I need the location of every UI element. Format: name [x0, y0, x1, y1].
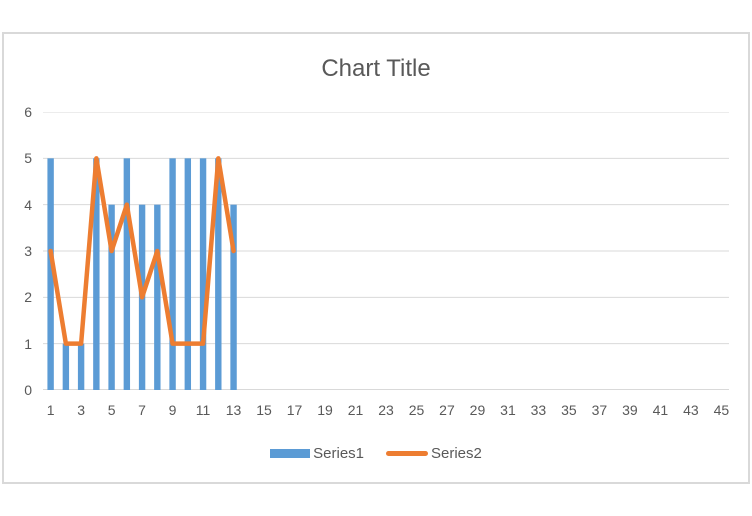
bar-series1 [93, 158, 100, 390]
legend: Series1 Series2 [4, 443, 748, 463]
bar-series1 [62, 343, 70, 390]
x-tick-label: 41 [652, 402, 669, 418]
x-tick-label: 25 [408, 402, 425, 418]
bar-series1 [47, 158, 54, 390]
bar-series1 [108, 204, 115, 390]
y-tick-label: 0 [24, 382, 32, 398]
y-tick-label: 6 [24, 104, 32, 120]
legend-item-series2[interactable]: Series2 [386, 445, 482, 462]
y-tick-label: 2 [24, 289, 32, 306]
x-tick-label: 3 [77, 402, 85, 418]
x-tick-label: 45 [713, 402, 730, 418]
bar-series1 [230, 204, 237, 390]
legend-item-series1[interactable]: Series1 [270, 445, 364, 462]
y-tick-label: 3 [24, 243, 32, 259]
chart-title[interactable]: Chart Title [321, 55, 431, 82]
x-tick-label: 7 [138, 402, 146, 418]
legend-label-series2: Series2 [431, 444, 482, 462]
x-tick-label: 31 [500, 402, 516, 418]
bar-series1 [123, 158, 131, 390]
line-series2 [48, 156, 236, 346]
bar-series1 [215, 158, 222, 390]
bar-series1 [199, 158, 207, 390]
x-tick-label: 33 [530, 402, 547, 418]
y-tick-label: 5 [24, 150, 32, 167]
x-tick-label: 29 [469, 402, 486, 418]
x-tick-label: 43 [683, 402, 699, 418]
x-tick-label: 35 [561, 402, 577, 418]
x-tick-label: 23 [378, 402, 394, 418]
series2-line-swatch-icon [386, 450, 428, 456]
plot-area [43, 112, 729, 390]
x-tick-label: 39 [622, 402, 638, 418]
x-tick-label: 15 [256, 402, 272, 418]
bar-series1 [77, 343, 85, 390]
y-tick-label: 4 [24, 196, 32, 213]
x-tick-label: 27 [439, 402, 455, 418]
x-tick-label: 1 [46, 402, 55, 418]
legend-label-series1: Series1 [313, 444, 364, 462]
x-tick-label: 21 [347, 402, 364, 418]
x-tick-label: 17 [286, 402, 303, 418]
bar-series1 [154, 204, 161, 390]
x-tick-label: 37 [591, 402, 608, 418]
x-tick-label: 13 [225, 402, 242, 418]
x-tick-label: 11 [195, 402, 211, 418]
x-tick-label: 19 [317, 402, 333, 418]
y-tick-label: 1 [24, 335, 32, 352]
series1-bar-swatch-icon [270, 448, 311, 458]
x-tick-label: 9 [168, 402, 177, 418]
bar-series1 [169, 158, 176, 390]
x-tick-label: 5 [107, 402, 116, 418]
bar-series1 [184, 158, 192, 390]
